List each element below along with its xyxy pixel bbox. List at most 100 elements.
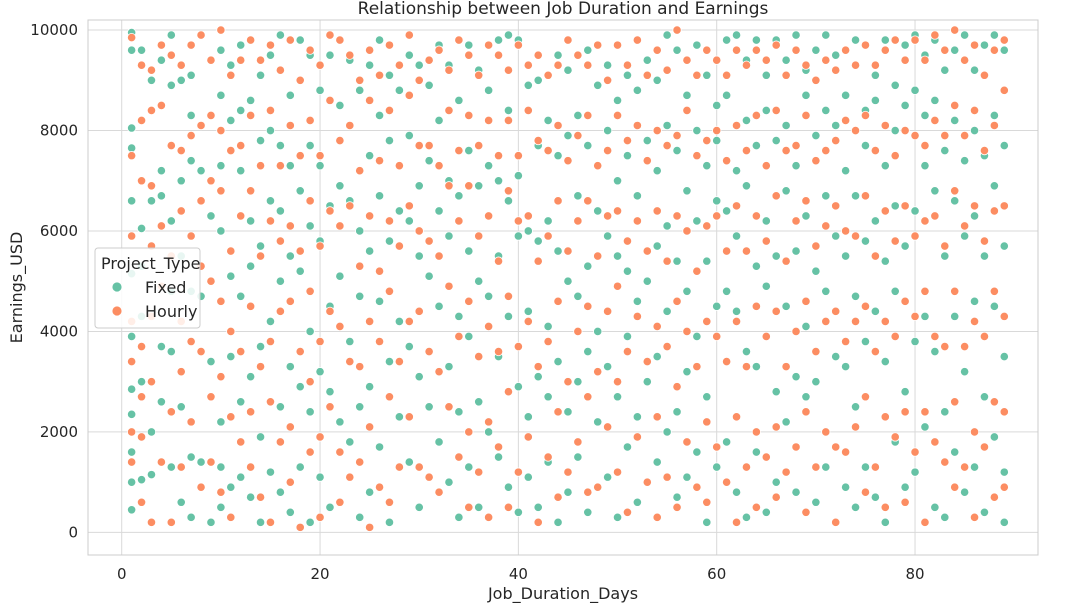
point-hourly (741, 146, 752, 156)
point-hourly (206, 55, 216, 65)
point-hourly (365, 422, 375, 432)
point-hourly (216, 487, 226, 497)
point-fixed (662, 306, 672, 316)
point-hourly (880, 120, 890, 131)
point-fixed (603, 60, 613, 70)
point-fixed (236, 166, 246, 176)
point-hourly (246, 407, 256, 417)
point-hourly (196, 30, 206, 40)
point-fixed (642, 377, 652, 387)
point-fixed (731, 487, 742, 497)
point-fixed (146, 427, 157, 437)
point-fixed (731, 231, 742, 241)
point-fixed (712, 196, 722, 206)
point-hourly (979, 442, 990, 452)
point-fixed (672, 407, 682, 417)
point-hourly (355, 261, 365, 271)
point-hourly (712, 125, 722, 136)
point-hourly (265, 105, 276, 116)
point-fixed (712, 462, 722, 472)
point-hourly (325, 306, 335, 316)
point-fixed (593, 326, 603, 337)
point-fixed (146, 75, 157, 85)
point-hourly (216, 296, 226, 306)
point-fixed (930, 95, 940, 105)
plot-frame (87, 19, 1039, 556)
point-fixed (850, 402, 861, 412)
point-hourly (702, 221, 712, 231)
point-fixed (761, 281, 771, 291)
point-hourly (612, 281, 623, 291)
point-fixed (880, 161, 890, 171)
point-fixed (513, 507, 523, 517)
point-fixed (315, 161, 325, 171)
point-hourly (553, 296, 563, 306)
point-fixed (226, 351, 236, 362)
point-fixed (841, 482, 851, 492)
point-fixed (870, 95, 880, 105)
point-fixed (652, 166, 662, 176)
point-hourly (335, 135, 345, 146)
point-hourly (444, 65, 454, 75)
point-hourly (960, 221, 970, 231)
point-hourly (206, 110, 216, 121)
point-fixed (186, 512, 196, 522)
point-hourly (355, 75, 365, 85)
point-fixed (553, 517, 563, 527)
point-fixed (384, 236, 395, 246)
point-fixed (930, 346, 940, 357)
point-hourly (236, 140, 246, 151)
point-hourly (831, 201, 841, 211)
point-hourly (642, 156, 652, 166)
point-fixed (424, 271, 434, 281)
point-hourly (275, 437, 285, 447)
point-hourly (722, 477, 732, 487)
point-fixed (652, 241, 662, 251)
point-hourly (652, 45, 662, 55)
point-hourly (960, 341, 970, 352)
point-fixed (781, 417, 791, 427)
point-hourly (850, 125, 861, 136)
point-hourly (890, 331, 900, 342)
point-hourly (969, 427, 980, 437)
point-fixed (503, 311, 514, 321)
point-fixed (474, 276, 484, 286)
point-fixed (950, 447, 960, 457)
point-fixed (166, 346, 176, 357)
point-fixed (811, 497, 821, 507)
point-fixed (672, 45, 682, 55)
point-hourly (751, 427, 761, 437)
point-fixed (781, 186, 791, 196)
point-hourly (622, 135, 633, 146)
point-fixed (950, 45, 960, 55)
point-fixed (642, 276, 652, 286)
point-hourly (275, 306, 285, 316)
point-hourly (632, 216, 642, 226)
point-hourly (712, 211, 722, 221)
point-fixed (920, 161, 930, 171)
point-hourly (265, 336, 276, 347)
point-fixed (136, 45, 147, 55)
point-hourly (136, 341, 147, 352)
point-hourly (603, 211, 613, 221)
point-fixed (553, 246, 563, 256)
point-hourly (533, 135, 543, 146)
point-hourly (860, 40, 871, 50)
point-fixed (622, 70, 633, 80)
point-fixed (979, 40, 990, 50)
point-fixed (394, 316, 404, 327)
point-hourly (493, 442, 504, 452)
point-fixed (652, 75, 662, 85)
point-hourly (236, 55, 246, 65)
point-hourly (890, 236, 900, 246)
point-fixed (493, 452, 504, 462)
point-hourly (593, 482, 603, 492)
point-fixed (523, 226, 533, 236)
point-fixed (850, 191, 861, 201)
point-hourly (414, 75, 424, 85)
point-hourly (870, 60, 880, 70)
point-hourly (493, 346, 504, 357)
point-hourly (930, 211, 940, 221)
point-fixed (969, 296, 980, 306)
point-fixed (603, 472, 613, 482)
